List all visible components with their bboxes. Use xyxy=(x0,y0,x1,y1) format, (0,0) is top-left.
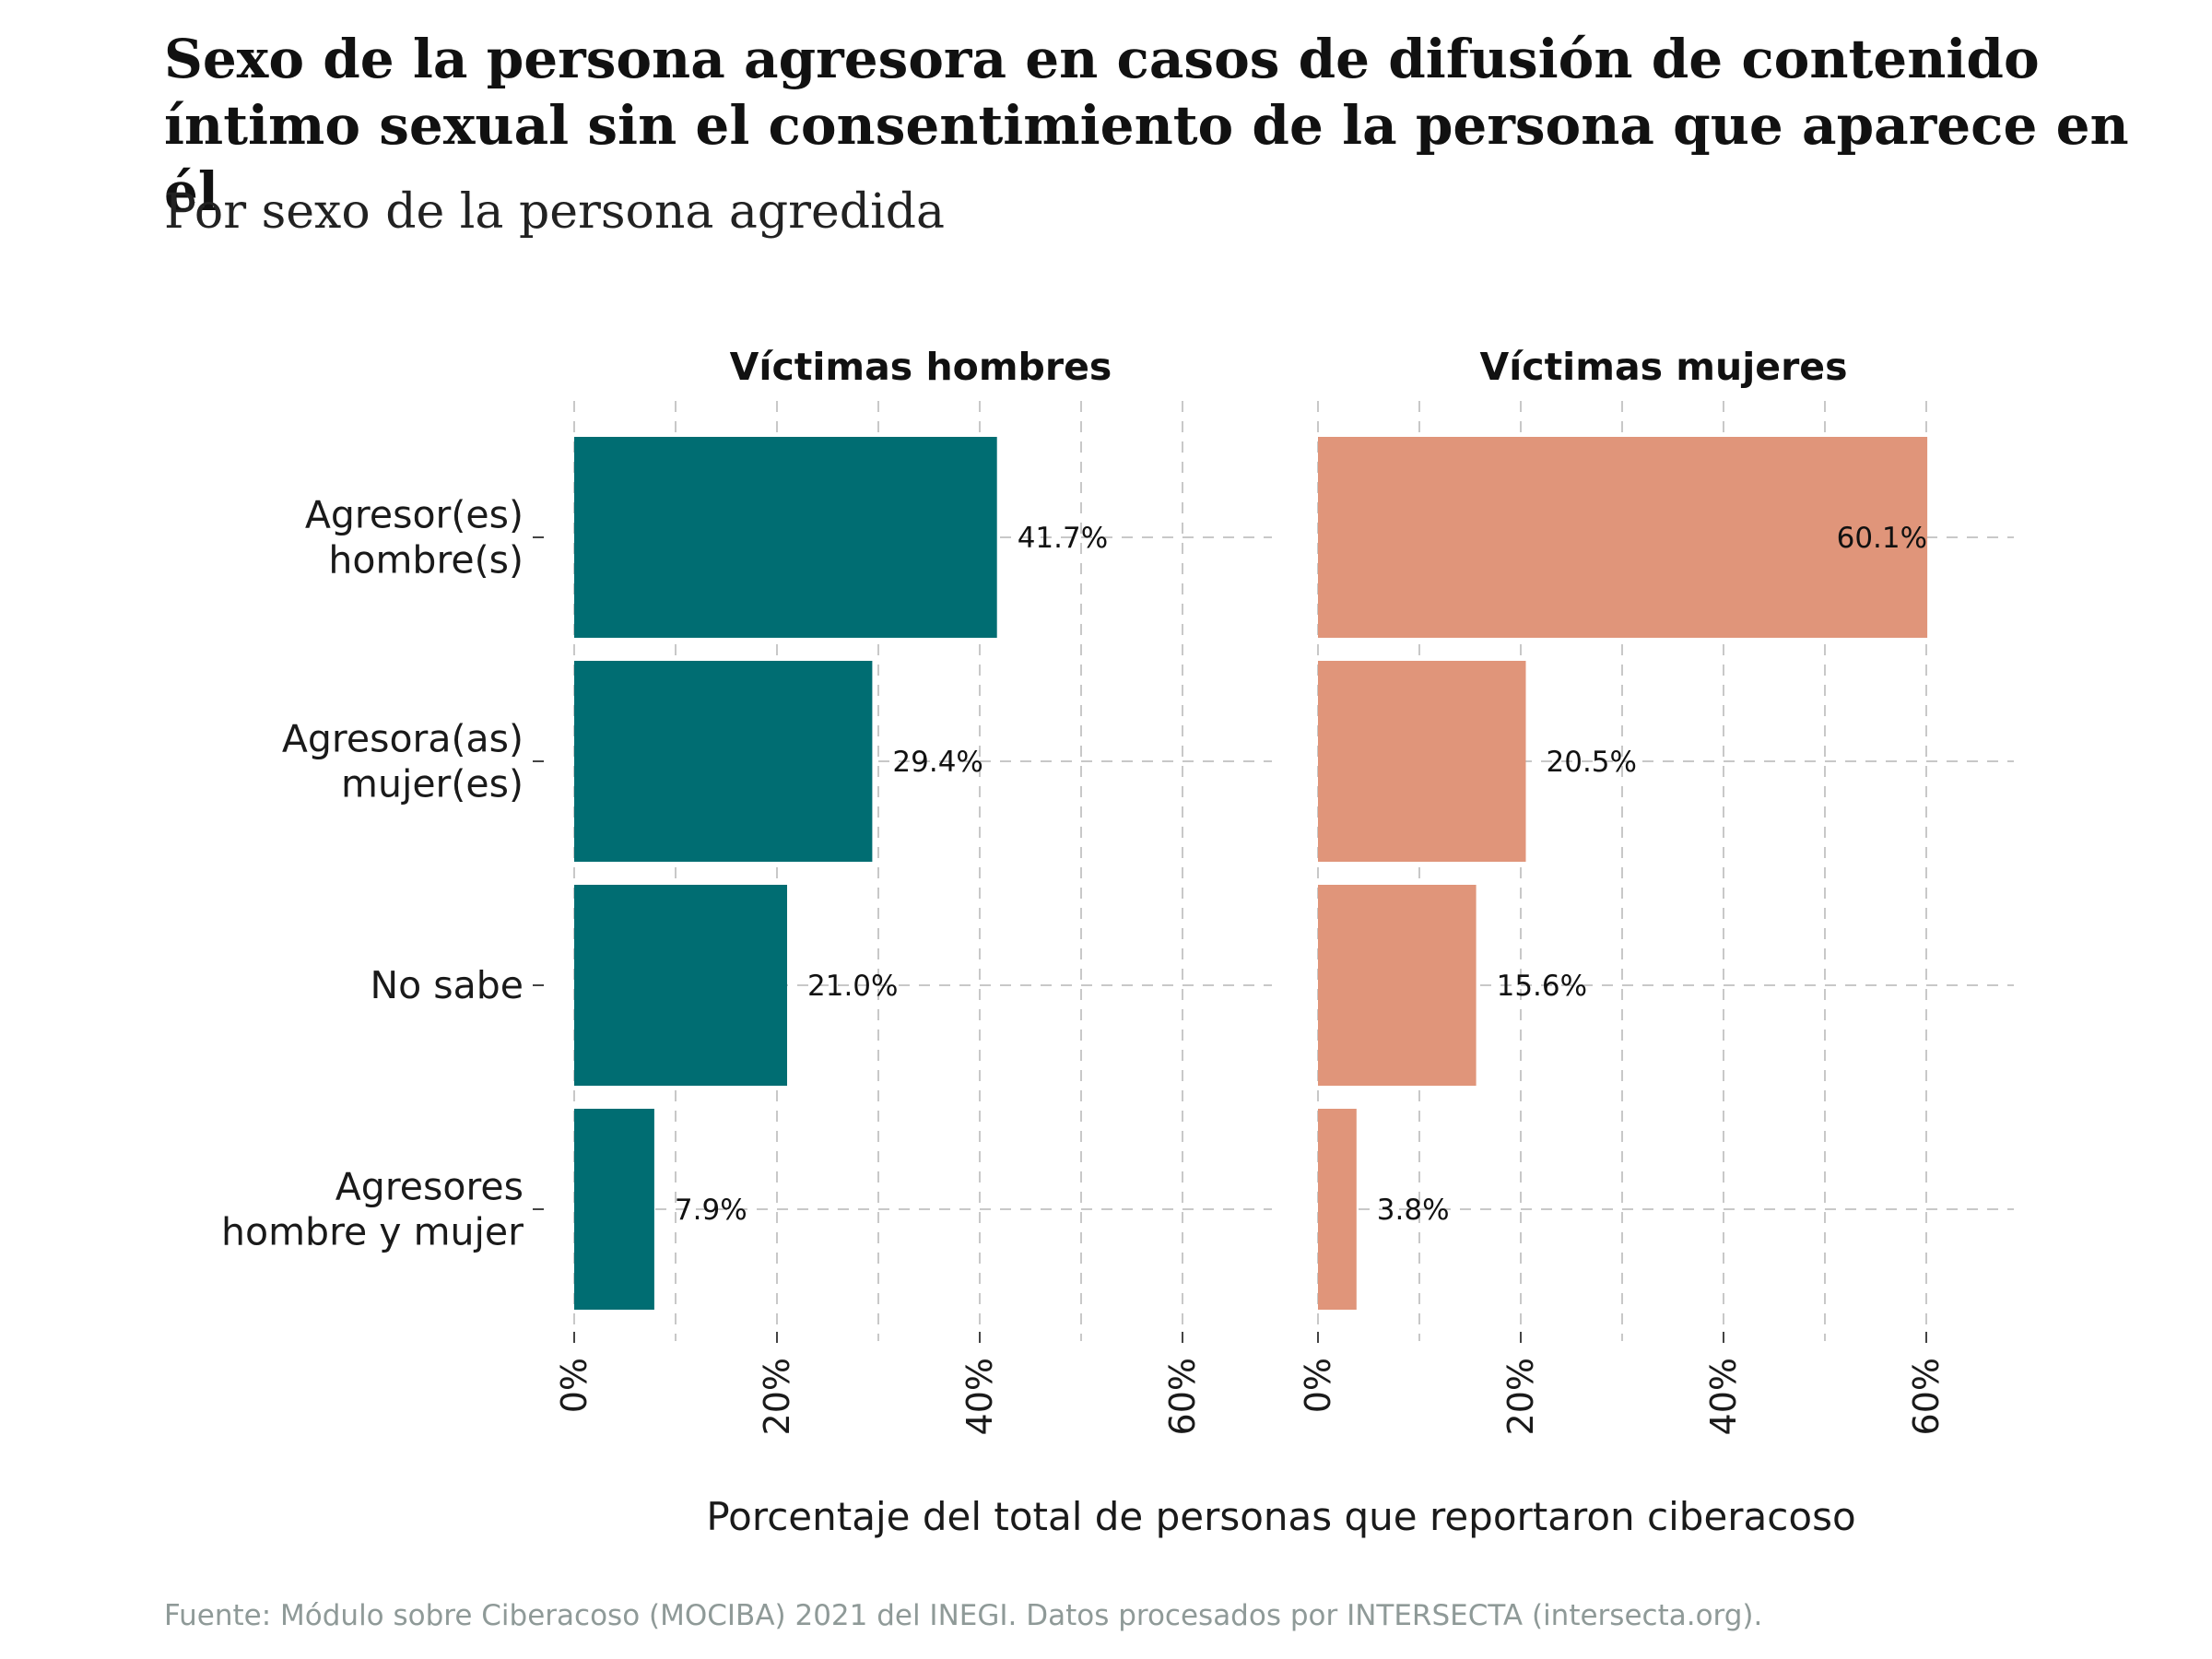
data-label: 29.4% xyxy=(892,746,982,779)
x-tick-label: 0% xyxy=(1298,1358,1338,1413)
x-tick-label: 60% xyxy=(1162,1358,1203,1435)
category-label: Agresor(es) xyxy=(305,493,524,537)
data-label: 3.8% xyxy=(1377,1194,1450,1227)
bar xyxy=(1318,885,1477,1086)
x-tick-label: 20% xyxy=(1500,1358,1541,1435)
bar xyxy=(574,661,873,862)
data-label: 7.9% xyxy=(675,1194,747,1227)
chart-subtitle: Por sexo de la persona agredida xyxy=(164,184,946,240)
category-label: Agresores xyxy=(335,1165,524,1209)
bar xyxy=(574,885,787,1086)
data-label: 41.7% xyxy=(1018,522,1108,555)
x-tick-label: 40% xyxy=(1703,1358,1744,1435)
bar xyxy=(1318,661,1526,862)
data-label: 21.0% xyxy=(807,970,898,1003)
bar xyxy=(1318,1109,1357,1310)
data-label: 20.5% xyxy=(1547,746,1637,779)
x-axis-title: Porcentaje del total de personas que rep… xyxy=(706,1494,1855,1539)
facet-title: Víctimas hombres xyxy=(730,345,1112,389)
x-tick-label: 20% xyxy=(757,1358,797,1435)
x-tick-label: 60% xyxy=(1906,1358,1947,1435)
bar xyxy=(574,1109,654,1310)
category-label: No sabe xyxy=(370,963,524,1007)
bar xyxy=(1318,437,1928,638)
source-note: Fuente: Módulo sobre Ciberacoso (MOCIBA)… xyxy=(164,1599,1763,1632)
facet-title: Víctimas mujeres xyxy=(1479,345,1847,389)
bar xyxy=(574,437,997,638)
chart-title: Sexo de la persona agresora en casos de … xyxy=(164,28,2129,223)
category-label: mujer(es) xyxy=(341,762,524,806)
x-tick-label: 40% xyxy=(959,1358,1000,1435)
category-label: hombre y mujer xyxy=(221,1210,524,1254)
data-label: 15.6% xyxy=(1497,970,1587,1003)
data-label: 60.1% xyxy=(1837,522,1927,555)
x-tick-label: 0% xyxy=(554,1358,594,1413)
category-label: hombre(s) xyxy=(328,538,524,582)
category-label: Agresora(as) xyxy=(282,717,524,761)
